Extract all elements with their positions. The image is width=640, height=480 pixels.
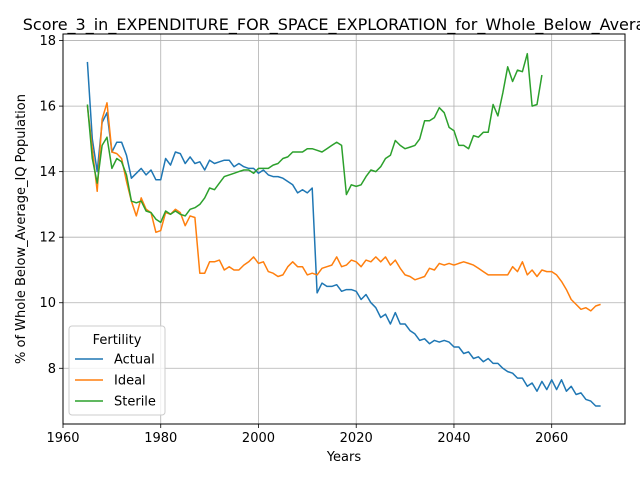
y-tick-label: 10 bbox=[39, 296, 56, 311]
legend-box bbox=[68, 325, 166, 416]
legend-label-ideal: Ideal bbox=[114, 374, 146, 389]
series-line-ideal bbox=[86, 102, 601, 312]
y-tick-label: 12 bbox=[39, 231, 56, 246]
legend-title: Fertility bbox=[93, 333, 142, 348]
chart-title: Score_3_in_EXPENDITURE_FOR_SPACE_EXPLORA… bbox=[23, 15, 640, 35]
y-axis-label: % of Whole Below_Average_IQ Population bbox=[14, 94, 29, 364]
axis-ticks: 1960 1980 2000 2020 2040 2060 8 10 12 14 16 18 bbox=[39, 34, 568, 446]
series-line-sterile bbox=[86, 52, 543, 224]
x-tick-label: 2000 bbox=[242, 431, 275, 446]
x-tick-label: 2060 bbox=[535, 431, 568, 446]
series-line-actual bbox=[86, 61, 601, 407]
x-tick-label: 1980 bbox=[144, 431, 177, 446]
x-tick-label: 2020 bbox=[340, 431, 373, 446]
y-tick-label: 8 bbox=[48, 362, 56, 377]
plot-frame bbox=[62, 33, 626, 425]
legend-label-sterile: Sterile bbox=[114, 395, 156, 410]
legend-items: Actual Ideal Sterile bbox=[75, 353, 156, 410]
x-axis-label: Years bbox=[326, 450, 362, 465]
y-tick-label: 14 bbox=[39, 165, 56, 180]
x-tick-label: 2040 bbox=[437, 431, 470, 446]
series-lines bbox=[86, 52, 601, 407]
legend-label-actual: Actual bbox=[114, 353, 155, 368]
y-tick-label: 18 bbox=[39, 34, 56, 49]
legend: Fertility Actual Ideal Sterile bbox=[68, 325, 166, 416]
y-tick-label: 16 bbox=[39, 100, 56, 115]
x-tick-label: 1960 bbox=[46, 431, 79, 446]
